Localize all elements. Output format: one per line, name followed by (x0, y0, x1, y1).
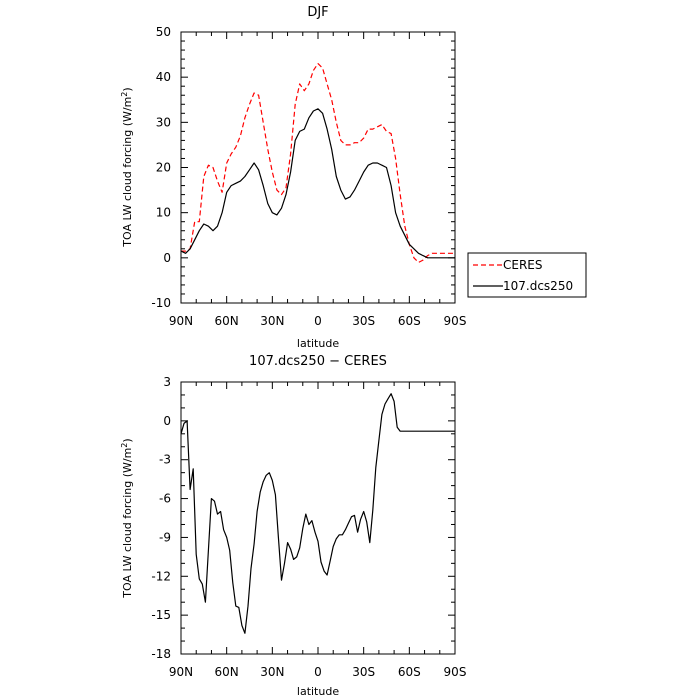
top-series-line-107-dcs250 (180, 108, 455, 259)
bottom-y-tick-label: 3 (163, 375, 171, 389)
bottom-y-tick-label: -18 (151, 647, 171, 661)
top-x-tick-label: 0 (314, 314, 322, 328)
legend-box (467, 252, 587, 298)
bottom-x-tick-label: 60N (215, 665, 239, 679)
chart-bottom: 107.dcs250 − CERES 90N 60N 30N 0 30S 60S 90S -1… (120, 354, 466, 698)
bottom-y-tick-label: -6 (159, 492, 171, 506)
bottom-y-tick-label: -9 (159, 530, 171, 544)
bottom-x-tick-label: 30S (352, 665, 375, 679)
top-x-axis-title: latitude (297, 337, 339, 350)
top-x-tick-label: 30S (352, 314, 375, 328)
top-x-tick-label: 90S (444, 314, 467, 328)
bottom-y-tick-label: -12 (151, 569, 171, 583)
top-y-tick-label: 40 (156, 70, 171, 84)
bottom-x-tick-label: 90N (169, 665, 193, 679)
top-series-line-ceres (181, 62, 455, 263)
top-y-tick-label: 30 (156, 115, 171, 129)
bottom-x-tick-label: 0 (314, 665, 322, 679)
bottom-y-tick-label: 0 (163, 414, 171, 428)
top-x-tick-label: 60S (398, 314, 421, 328)
bottom-ticks: 90N 60N 30N 0 30S 60S 90S -18 -15 -12 -9 -6 -3 0 3 (151, 375, 466, 679)
bottom-x-axis-title: latitude (297, 685, 339, 698)
top-y-axis-title: TOA LW cloud forcing (W/m2) (120, 87, 134, 247)
top-x-tick-label: 30N (260, 314, 284, 328)
top-y-tick-label: 20 (156, 161, 171, 175)
top-series-group (180, 62, 455, 263)
bottom-x-tick-label: 30N (260, 665, 284, 679)
bottom-series-line-107-dcs250 (180, 393, 455, 634)
legend-label-model: 107.dcs250 (503, 279, 573, 293)
bottom-x-tick-label: 90S (444, 665, 467, 679)
top-plot-frame (180, 31, 456, 304)
top-chart-title: DJF (307, 5, 328, 20)
legend: CERES 107.dcs250 (467, 252, 587, 298)
bottom-x-tick-label: 60S (398, 665, 421, 679)
bottom-y-axis-title: TOA LW cloud forcing (W/m2) (120, 438, 134, 598)
chart-top: DJF 90N 60N 30N 0 30S 60S 90S -10 0 10 20 30 40 50 la… (120, 5, 587, 350)
bottom-series-group (180, 393, 455, 634)
bottom-chart-title: 107.dcs250 − CERES (249, 354, 387, 369)
top-y-tick-label: -10 (151, 296, 171, 310)
top-x-tick-label: 90N (169, 314, 193, 328)
top-x-tick-label: 60N (215, 314, 239, 328)
top-ticks: 90N 60N 30N 0 30S 60S 90S -10 0 10 20 30 40 50 (151, 25, 466, 328)
bottom-y-tick-label: -15 (151, 608, 171, 622)
top-y-tick-label: 10 (156, 206, 171, 220)
top-y-tick-label: 50 (156, 25, 171, 39)
bottom-y-tick-label: -3 (159, 453, 171, 467)
top-y-tick-label: 0 (163, 251, 171, 265)
legend-label-ceres: CERES (503, 258, 543, 272)
